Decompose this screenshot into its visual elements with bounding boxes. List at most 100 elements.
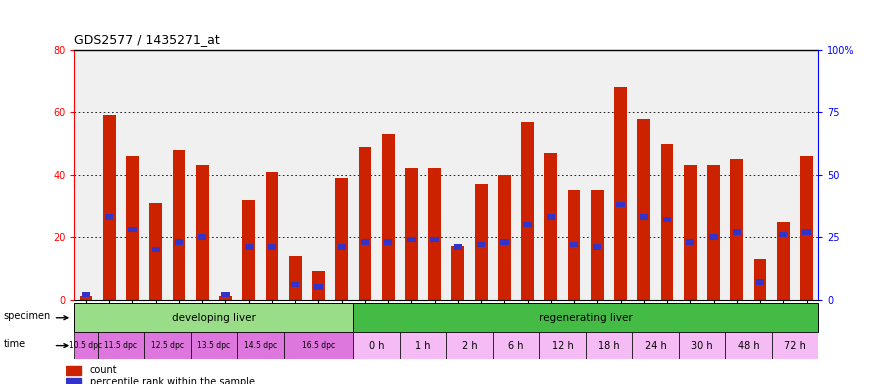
Bar	[237, 332, 284, 359]
Bar	[150, 203, 162, 300]
Bar	[66, 366, 81, 375]
Text: 12.5 dpc: 12.5 dpc	[150, 341, 184, 350]
Bar	[522, 122, 534, 300]
Bar	[732, 229, 741, 235]
Bar	[191, 332, 237, 359]
Bar	[591, 190, 604, 300]
Bar	[354, 332, 400, 359]
Bar	[452, 247, 465, 300]
Bar	[196, 166, 208, 300]
Bar	[779, 232, 788, 237]
Bar	[151, 247, 160, 252]
Bar	[679, 332, 725, 359]
Bar	[544, 153, 557, 300]
Bar	[405, 169, 417, 300]
Bar	[82, 292, 90, 297]
Bar	[268, 244, 276, 250]
Bar	[725, 332, 772, 359]
Text: 1 h: 1 h	[416, 341, 430, 351]
Bar	[312, 271, 325, 300]
Text: 11.5 dpc: 11.5 dpc	[104, 341, 137, 350]
Bar	[616, 202, 625, 207]
Bar	[335, 178, 348, 300]
Text: 0 h: 0 h	[368, 341, 384, 351]
Bar	[684, 166, 696, 300]
Bar	[663, 217, 671, 222]
Text: 10.5 dpc: 10.5 dpc	[69, 341, 102, 350]
Bar	[523, 222, 532, 227]
Bar	[661, 144, 674, 300]
Bar	[637, 119, 650, 300]
Bar	[800, 156, 813, 300]
Bar	[707, 166, 720, 300]
Bar	[126, 156, 139, 300]
Bar	[686, 239, 695, 245]
Bar	[359, 147, 371, 300]
Bar	[731, 159, 743, 300]
Bar	[198, 234, 206, 240]
Bar	[430, 237, 438, 242]
Bar	[568, 190, 580, 300]
Bar	[400, 332, 446, 359]
Bar	[500, 239, 508, 245]
Bar	[242, 200, 256, 300]
Bar	[753, 259, 766, 300]
Bar	[407, 237, 416, 242]
Text: 12 h: 12 h	[551, 341, 573, 351]
Bar	[105, 214, 114, 220]
Bar	[428, 169, 441, 300]
Bar	[66, 378, 81, 384]
Bar	[756, 279, 764, 285]
Bar	[265, 172, 278, 300]
Bar	[284, 332, 354, 359]
Text: 72 h: 72 h	[784, 341, 806, 351]
Bar	[477, 242, 486, 247]
Bar	[802, 229, 810, 235]
Bar	[777, 222, 789, 300]
Bar	[314, 284, 323, 290]
Bar	[570, 242, 578, 247]
Bar	[454, 244, 462, 250]
Bar	[493, 332, 539, 359]
Text: 14.5 dpc: 14.5 dpc	[244, 341, 276, 350]
Bar	[289, 256, 302, 300]
Bar	[446, 332, 493, 359]
Bar	[291, 282, 299, 287]
Text: 6 h: 6 h	[508, 341, 524, 351]
Bar	[475, 184, 487, 300]
Bar	[354, 303, 818, 332]
Bar	[539, 332, 585, 359]
Text: specimen: specimen	[4, 311, 51, 321]
Bar	[219, 296, 232, 300]
Bar	[221, 292, 229, 297]
Text: developing liver: developing liver	[172, 313, 255, 323]
Bar	[338, 244, 346, 250]
Text: 13.5 dpc: 13.5 dpc	[197, 341, 230, 350]
Text: 48 h: 48 h	[738, 341, 760, 351]
Bar	[74, 332, 98, 359]
Bar	[144, 332, 191, 359]
Bar	[585, 332, 632, 359]
Bar	[614, 88, 627, 300]
Text: percentile rank within the sample: percentile rank within the sample	[90, 377, 255, 384]
Bar	[710, 234, 717, 240]
Text: 18 h: 18 h	[598, 341, 619, 351]
Bar	[74, 303, 354, 332]
Bar	[175, 239, 183, 245]
Text: 2 h: 2 h	[462, 341, 477, 351]
Bar	[244, 244, 253, 250]
Text: count: count	[90, 365, 117, 375]
Bar	[772, 332, 818, 359]
Bar	[103, 116, 116, 300]
Bar	[98, 332, 144, 359]
Text: GDS2577 / 1435271_at: GDS2577 / 1435271_at	[74, 33, 220, 46]
Text: regenerating liver: regenerating liver	[539, 313, 633, 323]
Bar	[129, 227, 136, 232]
Bar	[632, 332, 679, 359]
Bar	[498, 175, 511, 300]
Text: 30 h: 30 h	[691, 341, 713, 351]
Bar	[640, 214, 648, 220]
Text: time: time	[4, 339, 26, 349]
Bar	[382, 134, 395, 300]
Bar	[360, 239, 369, 245]
